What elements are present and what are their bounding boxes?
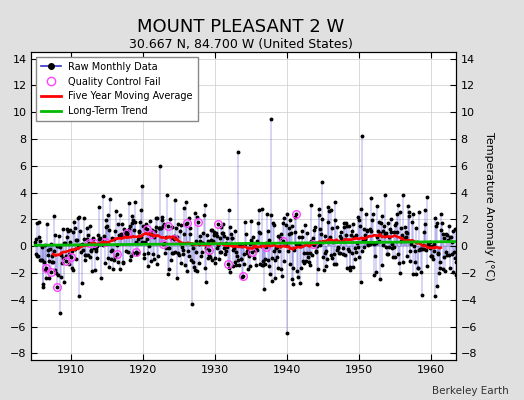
Legend: Raw Monthly Data, Quality Control Fail, Five Year Moving Average, Long-Term Tren: Raw Monthly Data, Quality Control Fail, … xyxy=(36,57,198,121)
Text: 30.667 N, 84.700 W (United States): 30.667 N, 84.700 W (United States) xyxy=(129,38,353,51)
Text: Berkeley Earth: Berkeley Earth xyxy=(432,386,508,396)
Text: MOUNT PLEASANT 2 W: MOUNT PLEASANT 2 W xyxy=(137,18,345,36)
Y-axis label: Temperature Anomaly (°C): Temperature Anomaly (°C) xyxy=(484,132,494,280)
